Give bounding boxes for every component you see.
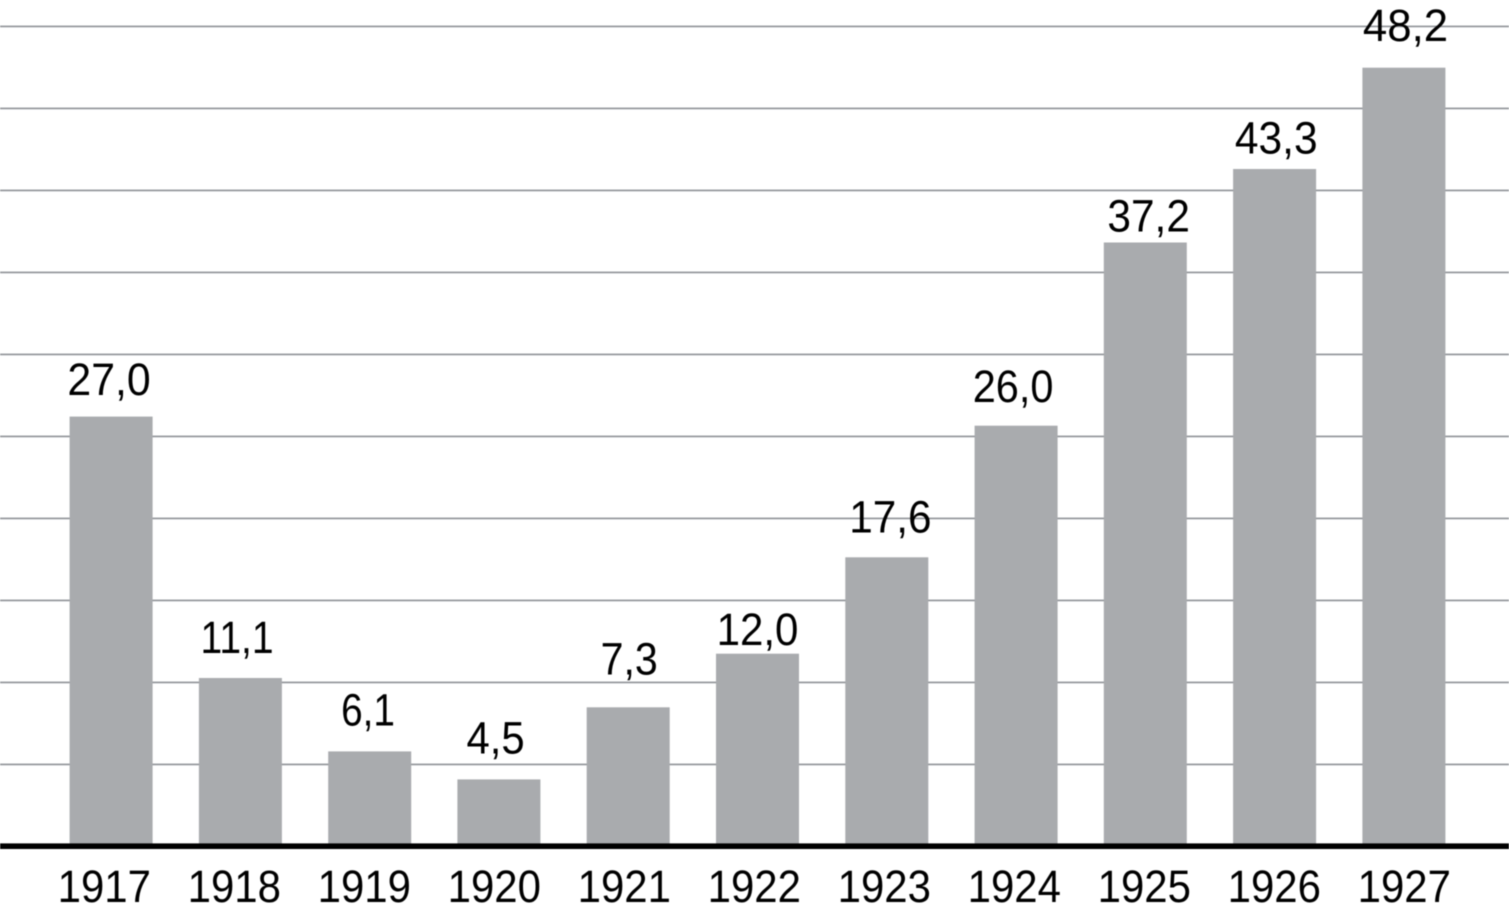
- svg-text:26,0: 26,0: [973, 361, 1054, 412]
- svg-text:1917: 1917: [58, 861, 151, 910]
- svg-text:1918: 1918: [188, 861, 281, 910]
- svg-text:17,6: 17,6: [849, 492, 931, 543]
- svg-text:1924: 1924: [968, 861, 1061, 910]
- svg-text:1919: 1919: [318, 861, 411, 910]
- svg-text:1922: 1922: [708, 861, 801, 910]
- svg-text:4,5: 4,5: [467, 713, 525, 764]
- svg-text:11,1: 11,1: [201, 612, 274, 663]
- svg-text:1920: 1920: [448, 861, 541, 910]
- svg-text:1925: 1925: [1098, 861, 1191, 910]
- svg-text:48,2: 48,2: [1363, 0, 1448, 51]
- svg-text:7,3: 7,3: [601, 634, 658, 685]
- svg-text:1926: 1926: [1228, 861, 1321, 910]
- svg-text:27,0: 27,0: [67, 354, 150, 405]
- svg-text:1927: 1927: [1358, 861, 1451, 910]
- svg-text:12,0: 12,0: [717, 604, 799, 655]
- svg-text:37,2: 37,2: [1107, 190, 1190, 241]
- svg-text:43,3: 43,3: [1235, 113, 1318, 164]
- svg-text:6,1: 6,1: [341, 684, 395, 735]
- svg-text:1923: 1923: [838, 861, 931, 910]
- svg-text:1921: 1921: [578, 861, 671, 910]
